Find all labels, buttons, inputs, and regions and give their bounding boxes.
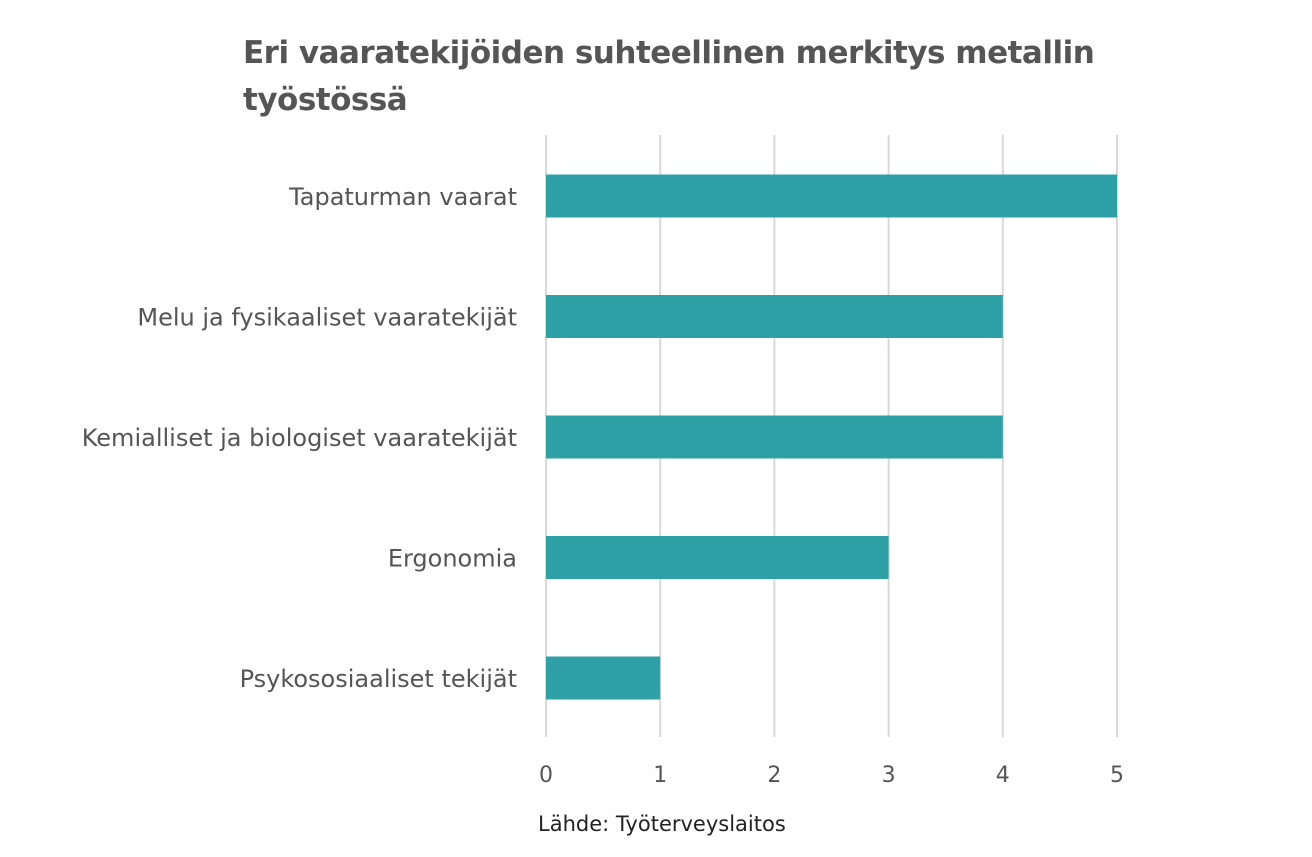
x-axis-tick-labels: 0 1 2 3 4 5 (539, 763, 1124, 788)
bars (546, 174, 1117, 700)
bar (546, 656, 661, 700)
category-label: Tapaturman vaarat (288, 183, 517, 211)
category-label: Kemialliset ja biologiset vaaratekijät (82, 424, 517, 452)
category-label: Psykososiaaliset tekijät (240, 665, 517, 693)
category-label: Melu ja fysikaaliset vaaratekijät (137, 304, 517, 332)
category-label: Ergonomia (388, 545, 517, 573)
chart-title: Eri vaaratekijöiden suhteellinen merkity… (243, 35, 1095, 118)
bar (546, 174, 1117, 218)
category-labels: Tapaturman vaarat Melu ja fysikaaliset va… (82, 183, 517, 693)
x-tick-label: 0 (539, 763, 553, 788)
bar (546, 415, 1003, 459)
x-tick-label: 1 (653, 763, 667, 788)
x-tick-label: 2 (767, 763, 781, 788)
bar (546, 536, 889, 579)
x-tick-label: 5 (1110, 763, 1124, 788)
bar (546, 295, 1003, 338)
x-tick-label: 3 (882, 763, 896, 788)
x-tick-label: 4 (996, 763, 1010, 788)
source-note: Lähde: Työterveyslaitos (538, 812, 786, 836)
